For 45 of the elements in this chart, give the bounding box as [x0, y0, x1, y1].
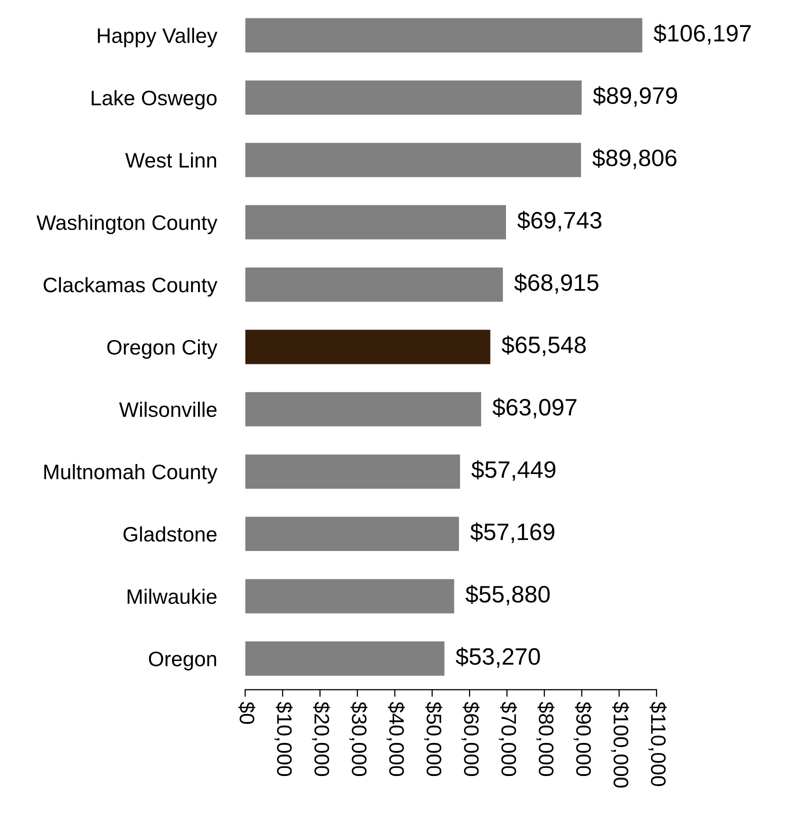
bar: [245, 579, 454, 614]
bar: [245, 516, 459, 552]
bar: [245, 330, 490, 364]
x-tick-label: $60,000: [462, 702, 480, 776]
bar: [245, 80, 582, 115]
x-tick-label: $110,000: [648, 702, 667, 786]
x-tick-label: $30,000: [349, 702, 368, 776]
bar: [245, 205, 506, 240]
bar: [245, 454, 460, 489]
bar: [245, 392, 482, 426]
x-tick-label: $10,000: [274, 702, 293, 776]
data-label: $53,270: [456, 647, 540, 668]
y-tick-label: Multnomah County: [44, 464, 218, 484]
x-tick-label: $90,000: [574, 702, 592, 776]
y-tick-label: Lake Oswego: [92, 90, 217, 110]
y-tick-label: Milwaukie: [128, 588, 217, 604]
y-tick-label: Oregon City: [107, 339, 218, 359]
x-tick-label: $40,000: [386, 702, 405, 776]
data-label: $89,979: [593, 86, 678, 107]
x-tick-label: $0: [238, 702, 256, 724]
data-label: $106,197: [654, 24, 751, 44]
data-label: $69,743: [517, 210, 602, 232]
y-tick-label: Wilsonville: [119, 402, 217, 418]
x-tick-label: $80,000: [536, 702, 554, 776]
data-label: $65,548: [502, 336, 586, 356]
y-tick-label: Happy Valley: [98, 28, 218, 48]
y-tick-label: West Linn: [125, 152, 216, 168]
x-tick-label: $100,000: [611, 702, 630, 788]
bar: [245, 142, 582, 178]
data-label: $55,880: [466, 584, 550, 606]
x-tick-label: $20,000: [312, 702, 330, 776]
bar: [245, 18, 642, 52]
y-tick-label: Washington County: [36, 214, 218, 234]
data-label: $63,097: [492, 398, 576, 418]
y-tick-label: Oregon: [148, 652, 216, 670]
data-label: $57,169: [470, 522, 554, 544]
data-label: $89,806: [592, 148, 676, 170]
data-label: $68,915: [514, 273, 598, 294]
bar: [245, 641, 444, 676]
data-label: $57,449: [471, 460, 556, 481]
y-tick-label: Clackamas County: [44, 277, 218, 296]
x-tick-label: $50,000: [424, 702, 442, 776]
bar: [245, 267, 503, 302]
y-tick-label: Gladstone: [124, 526, 217, 542]
x-tick-label: $70,000: [498, 702, 517, 776]
